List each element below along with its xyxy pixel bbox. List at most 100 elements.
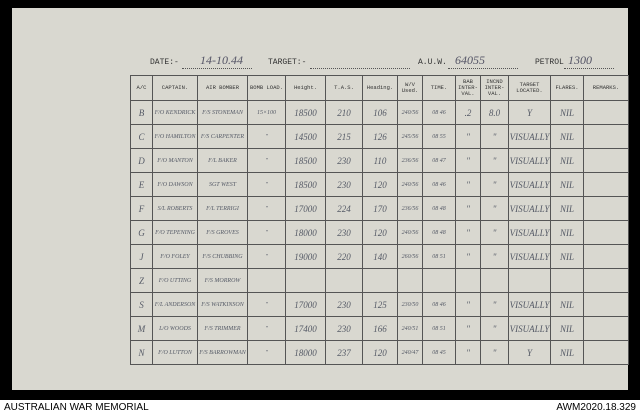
table-cell: 106	[362, 100, 398, 125]
table-cell: F/L BAKER	[197, 148, 248, 173]
column-header: CAPTAIN.	[152, 75, 198, 101]
rule	[310, 68, 410, 69]
table-row: N F/O LUTTON F/S BARROWMAN " 18000 237 120 240/…	[130, 340, 629, 365]
table-cell	[583, 292, 629, 317]
table-cell: 236/56	[397, 148, 423, 173]
table-cell: NIL	[550, 340, 584, 365]
table-body: B F/O KENDRICK F/S STONEMAN 15×100 18500 210 1…	[130, 100, 629, 365]
table-cell: 140	[362, 244, 398, 269]
table-cell: F/S WATKINSON	[197, 292, 248, 317]
table-cell: NIL	[550, 292, 584, 317]
table-cell: 110	[362, 148, 398, 173]
footer-right: AWM2020.18.329	[556, 402, 636, 413]
table-cell	[583, 100, 629, 125]
column-header: INCND INTER-VAL.	[480, 75, 509, 101]
table-cell: "	[247, 244, 286, 269]
table-row: G F/O TEPENING F/S GROVES " 18000 230 120 240/5…	[130, 220, 629, 245]
table-cell: C	[130, 124, 153, 149]
table-cell: "	[480, 220, 509, 245]
rule	[564, 68, 614, 69]
table-cell: .2	[455, 100, 481, 125]
table-cell: 215	[325, 124, 363, 149]
table-cell: 240/56	[397, 220, 423, 245]
table-cell: 8.0	[480, 100, 509, 125]
table-cell: VISUALLY	[508, 292, 551, 317]
table-cell: NIL	[550, 100, 584, 125]
table-cell: 120	[362, 340, 398, 365]
table-cell: 17000	[285, 196, 326, 221]
table-cell	[325, 268, 363, 293]
table-cell	[583, 316, 629, 341]
table-cell: 240/47	[397, 340, 423, 365]
table-row: D F/O MANTON F/L BAKER " 18500 230 110 236/56 08…	[130, 148, 629, 173]
table-cell: 08 48	[422, 220, 456, 245]
table-cell	[285, 268, 326, 293]
table-cell: F/L ANDERSON	[152, 292, 198, 317]
table-cell: F	[130, 196, 153, 221]
table-cell: 120	[362, 172, 398, 197]
table-cell	[583, 148, 629, 173]
table-cell: S	[130, 292, 153, 317]
table-cell: "	[480, 172, 509, 197]
table-cell: 120	[362, 220, 398, 245]
table-cell: F/O TEPENING	[152, 220, 198, 245]
column-header: TARGET LOCATED.	[508, 75, 551, 101]
table-row: B F/O KENDRICK F/S STONEMAN 15×100 18500 210 1…	[130, 100, 629, 125]
table-cell: VISUALLY	[508, 220, 551, 245]
table-cell: Z	[130, 268, 153, 293]
table-cell: "	[247, 316, 286, 341]
table-cell: "	[247, 292, 286, 317]
table-cell: F/O FOLEY	[152, 244, 198, 269]
table-cell: 125	[362, 292, 398, 317]
table-cell: "	[480, 148, 509, 173]
table-cell: F/S CARPENTER	[197, 124, 248, 149]
table-cell: SGT WEST	[197, 172, 248, 197]
table-cell	[455, 268, 481, 293]
table-cell	[583, 124, 629, 149]
table-cell: "	[247, 124, 286, 149]
column-header: FLARES.	[550, 75, 584, 101]
table-cell: "	[455, 124, 481, 149]
rule	[448, 68, 518, 69]
table-cell: "	[455, 316, 481, 341]
column-header: BOMB LOAD.	[247, 75, 286, 101]
table-cell: VISUALLY	[508, 172, 551, 197]
table-cell: "	[455, 340, 481, 365]
column-header: REMARKS.	[583, 75, 629, 101]
table-row: C F/O HAMILTON F/S CARPENTER " 14500 215 126 24…	[130, 124, 629, 149]
table-cell: 14500	[285, 124, 326, 149]
table-cell: "	[480, 340, 509, 365]
column-header: AIR BOMBER	[197, 75, 248, 101]
table-cell	[583, 220, 629, 245]
table-cell: 210	[325, 100, 363, 125]
table-cell: NIL	[550, 220, 584, 245]
auw-label: A.U.W.	[418, 58, 447, 67]
column-header: Height.	[285, 75, 326, 101]
table-row: J F/O FOLEY F/S CHUBBING " 19000 220 140 260/56…	[130, 244, 629, 269]
table-cell: 18000	[285, 340, 326, 365]
table-cell: NIL	[550, 316, 584, 341]
table-cell: F/L TERRIGI	[197, 196, 248, 221]
table-cell: 08 46	[422, 172, 456, 197]
table-cell: "	[247, 340, 286, 365]
table-cell: F/O HAMILTON	[152, 124, 198, 149]
table-cell: F/O DAWSON	[152, 172, 198, 197]
table-cell: NIL	[550, 196, 584, 221]
bombing-table: A/C CAPTAIN. AIR BOMBER BOMB LOAD. Height. T.…	[130, 75, 629, 365]
date: 14-10.44	[200, 53, 243, 67]
table-cell: "	[247, 196, 286, 221]
target-label: TARGET:-	[268, 58, 307, 67]
column-header: W/V Used.	[397, 75, 423, 101]
header-row: A/C CAPTAIN. AIR BOMBER BOMB LOAD. Height. T.…	[130, 75, 629, 101]
table-cell: "	[455, 220, 481, 245]
petrol-label: PETROL	[535, 58, 564, 67]
table-cell: 08 51	[422, 244, 456, 269]
table-cell: 18500	[285, 172, 326, 197]
table-cell: E	[130, 172, 153, 197]
table-cell: 19000	[285, 244, 326, 269]
table-cell: D	[130, 148, 153, 173]
table-cell: F/O MANTON	[152, 148, 198, 173]
table-row: S F/L ANDERSON F/S WATKINSON " 17000 230 125 23…	[130, 292, 629, 317]
table-row: M L/O WOODS F/S TRIMMER " 17400 230 166 240/51 0…	[130, 316, 629, 341]
table-cell: 08 47	[422, 148, 456, 173]
